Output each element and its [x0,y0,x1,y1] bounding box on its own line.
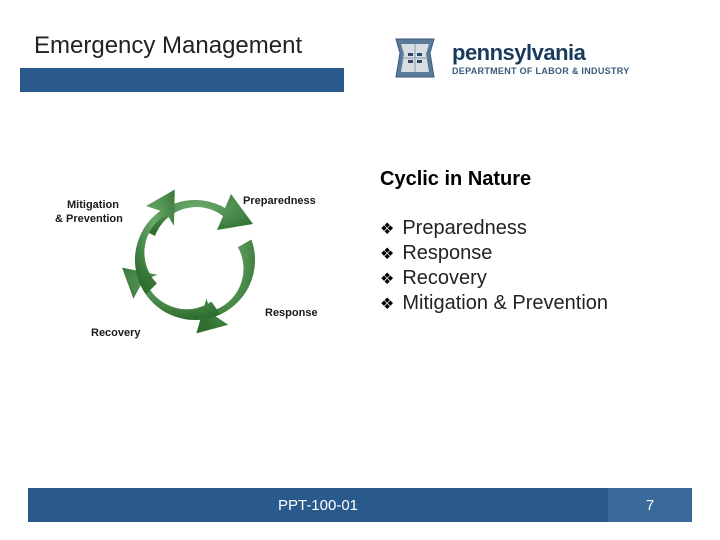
content-right: Cyclic in Nature Preparedness Response R… [380,168,700,317]
title-bar: Emergency Management [30,24,340,68]
svg-text:Preparedness: Preparedness [243,195,316,207]
subtitle: Cyclic in Nature [380,168,700,191]
footer-code: PPT-100-01 [28,488,608,522]
title-underline [20,68,344,92]
logo-text: pennsylvania DEPARTMENT OF LABOR & INDUS… [452,40,630,76]
logo-state: pennsylvania [452,40,630,66]
svg-text:& Prevention: & Prevention [55,213,123,225]
list-item: Response [380,242,700,265]
slide: Emergency Management pennsylvania DEPART… [0,0,720,540]
list-item: Recovery [380,267,700,290]
list-item: Preparedness [380,217,700,240]
svg-text:Response: Response [265,307,318,319]
footer: PPT-100-01 7 [28,488,692,522]
pennsylvania-logo: pennsylvania DEPARTMENT OF LABOR & INDUS… [388,26,688,90]
keystone-icon [388,31,442,85]
list-item: Mitigation & Prevention [380,292,700,315]
bullet-list: Preparedness Response Recovery Mitigatio… [380,217,700,315]
footer-page: 7 [608,488,692,522]
svg-text:Recovery: Recovery [91,327,141,339]
svg-text:Mitigation: Mitigation [67,199,119,211]
logo-dept: DEPARTMENT OF LABOR & INDUSTRY [452,66,630,76]
cycle-diagram: Mitigation & Prevention Preparedness Res… [55,160,335,360]
slide-title: Emergency Management [34,32,302,60]
